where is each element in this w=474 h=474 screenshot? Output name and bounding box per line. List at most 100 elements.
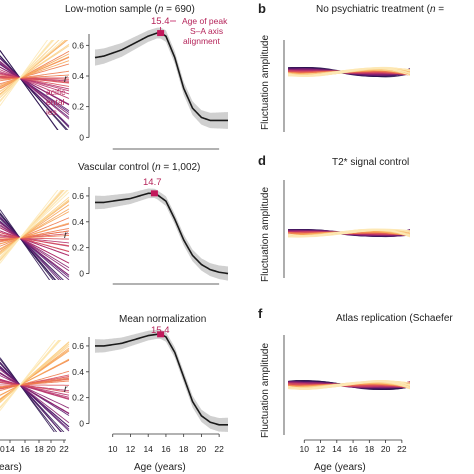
network-trajectory <box>0 64 70 112</box>
network-trajectory <box>0 71 70 95</box>
y-tick-label: 0 <box>79 269 84 279</box>
network-trajectory <box>0 50 70 90</box>
fluct-panel-0 <box>288 66 410 78</box>
x-tick-label: 16 <box>348 444 358 454</box>
x-tick-label: 10 <box>108 444 118 454</box>
y-tick-label: 0.2 <box>72 243 84 253</box>
panel-b-letter: b <box>258 1 266 16</box>
network-trajectory <box>0 60 70 86</box>
network-trajectory <box>0 213 56 280</box>
network-trajectory <box>0 58 70 127</box>
y-tick-label: 0.6 <box>72 341 84 351</box>
x-tick-label: 20 <box>197 444 207 454</box>
y-tick-label: 0.2 <box>72 393 84 403</box>
x-tick-label: 22 <box>59 444 69 454</box>
network-trajectory <box>0 60 70 120</box>
xlabel-right: Age (years) <box>314 462 366 473</box>
r-curve <box>95 192 229 275</box>
network-trajectory <box>0 76 70 80</box>
network-trajectory <box>0 375 70 409</box>
network-trajectory <box>0 232 70 252</box>
y-tick-label: 0.2 <box>72 102 84 112</box>
x-tick-label: 14 <box>143 444 153 454</box>
panel-a-title: Low-motion sample (n = 690) <box>65 4 195 15</box>
network-trajectory <box>0 70 70 82</box>
network-trajectory <box>0 74 70 80</box>
network-trajectory <box>0 43 70 93</box>
left-panel-2 <box>0 340 70 432</box>
network-trajectory <box>0 224 70 272</box>
x-tick-label: 20 <box>381 444 391 454</box>
peak-note-line-3: alignment <box>183 36 220 46</box>
network-trajectory <box>0 209 51 280</box>
network-trajectory <box>0 50 59 130</box>
network-trajectory <box>0 40 55 101</box>
network-trajectory <box>0 222 70 276</box>
xlabel-left: ears) <box>0 462 22 473</box>
y-tick-label: 0.6 <box>72 40 84 50</box>
r-label-c: r <box>64 230 68 241</box>
x-tick-label: 12 <box>126 444 136 454</box>
network-trajectory <box>0 217 70 247</box>
x-tick-label: 16 <box>161 444 171 454</box>
network-trajectory <box>0 222 70 245</box>
x-tick-label: 12 <box>316 444 326 454</box>
xlabel-mid: Age (years) <box>134 462 186 473</box>
network-trajectory <box>0 350 70 400</box>
confidence-band <box>95 188 228 281</box>
network-trajectory <box>0 204 70 252</box>
network-trajectory <box>288 380 410 390</box>
r-label-e: r <box>64 384 68 395</box>
network-trajectory <box>288 67 410 77</box>
network-trajectory <box>0 217 62 280</box>
x-tick-label: 18 <box>34 444 44 454</box>
network-trajectory <box>0 369 70 424</box>
x-tick-label: 22 <box>397 444 407 454</box>
x-tick-label: 16 <box>20 444 30 454</box>
y-tick-label: 0 <box>79 132 84 142</box>
network-trajectory <box>0 66 70 106</box>
r-label-a: r <box>64 74 68 85</box>
network-trajectory <box>0 235 70 240</box>
panel-e-title: Mean normalization <box>119 314 206 325</box>
x-tick-label: 20 <box>46 444 56 454</box>
peak-label-a: 15.4 <box>151 16 170 27</box>
network-trajectory <box>0 208 70 251</box>
network-trajectory <box>0 381 70 393</box>
network-trajectory <box>0 365 70 432</box>
x-tick-label: 14 <box>5 444 15 454</box>
network-trajectory <box>0 237 70 240</box>
ylabel-b: Fluctuation amplitude <box>260 35 271 130</box>
network-trajectory <box>0 370 70 392</box>
network-trajectory <box>0 361 62 432</box>
peak-note-line-2: S–A axis <box>190 26 223 36</box>
left-fragment-line-1: acific <box>46 87 66 97</box>
network-trajectory <box>0 227 70 243</box>
x-tick-label: 18 <box>365 444 375 454</box>
network-trajectory <box>0 74 70 87</box>
r-panel-c: 0.6 0.4 0.2 0 <box>72 187 229 285</box>
x-tick-label: 10 <box>300 444 310 454</box>
left-panel-1 <box>0 190 70 280</box>
panel-c-title: Vascular control (n = 1,002) <box>78 162 200 173</box>
panel-d-title: T2* signal control <box>332 157 409 168</box>
network-trajectory <box>0 359 58 432</box>
confidence-band <box>95 27 228 129</box>
network-trajectory <box>0 345 70 402</box>
ylabel-d: Fluctuation amplitude <box>260 187 271 282</box>
peak-label-c: 14.7 <box>143 177 162 188</box>
peak-note-line-1: Age of peak <box>182 16 228 26</box>
network-trajectory <box>0 190 69 259</box>
left-fragment-line-3: ies <box>46 107 57 117</box>
fluct-panel-2 <box>288 379 410 391</box>
network-trajectory <box>0 367 70 428</box>
peak-marker <box>157 331 165 338</box>
panel-f-title: Atlas replication (Schaefer <box>336 313 453 324</box>
r-curve-panels: 0.6 0.4 0.2 0 0.6 0.4 0.2 0 0.6 0.4 0.2 0 10 12 14 16 18… <box>72 20 229 454</box>
network-trajectory <box>0 235 70 244</box>
network-trajectory <box>0 234 70 247</box>
panel-f-letter: f <box>258 306 263 321</box>
x-tick-label: 14 <box>332 444 342 454</box>
y-tick-label: 0.6 <box>72 191 84 201</box>
